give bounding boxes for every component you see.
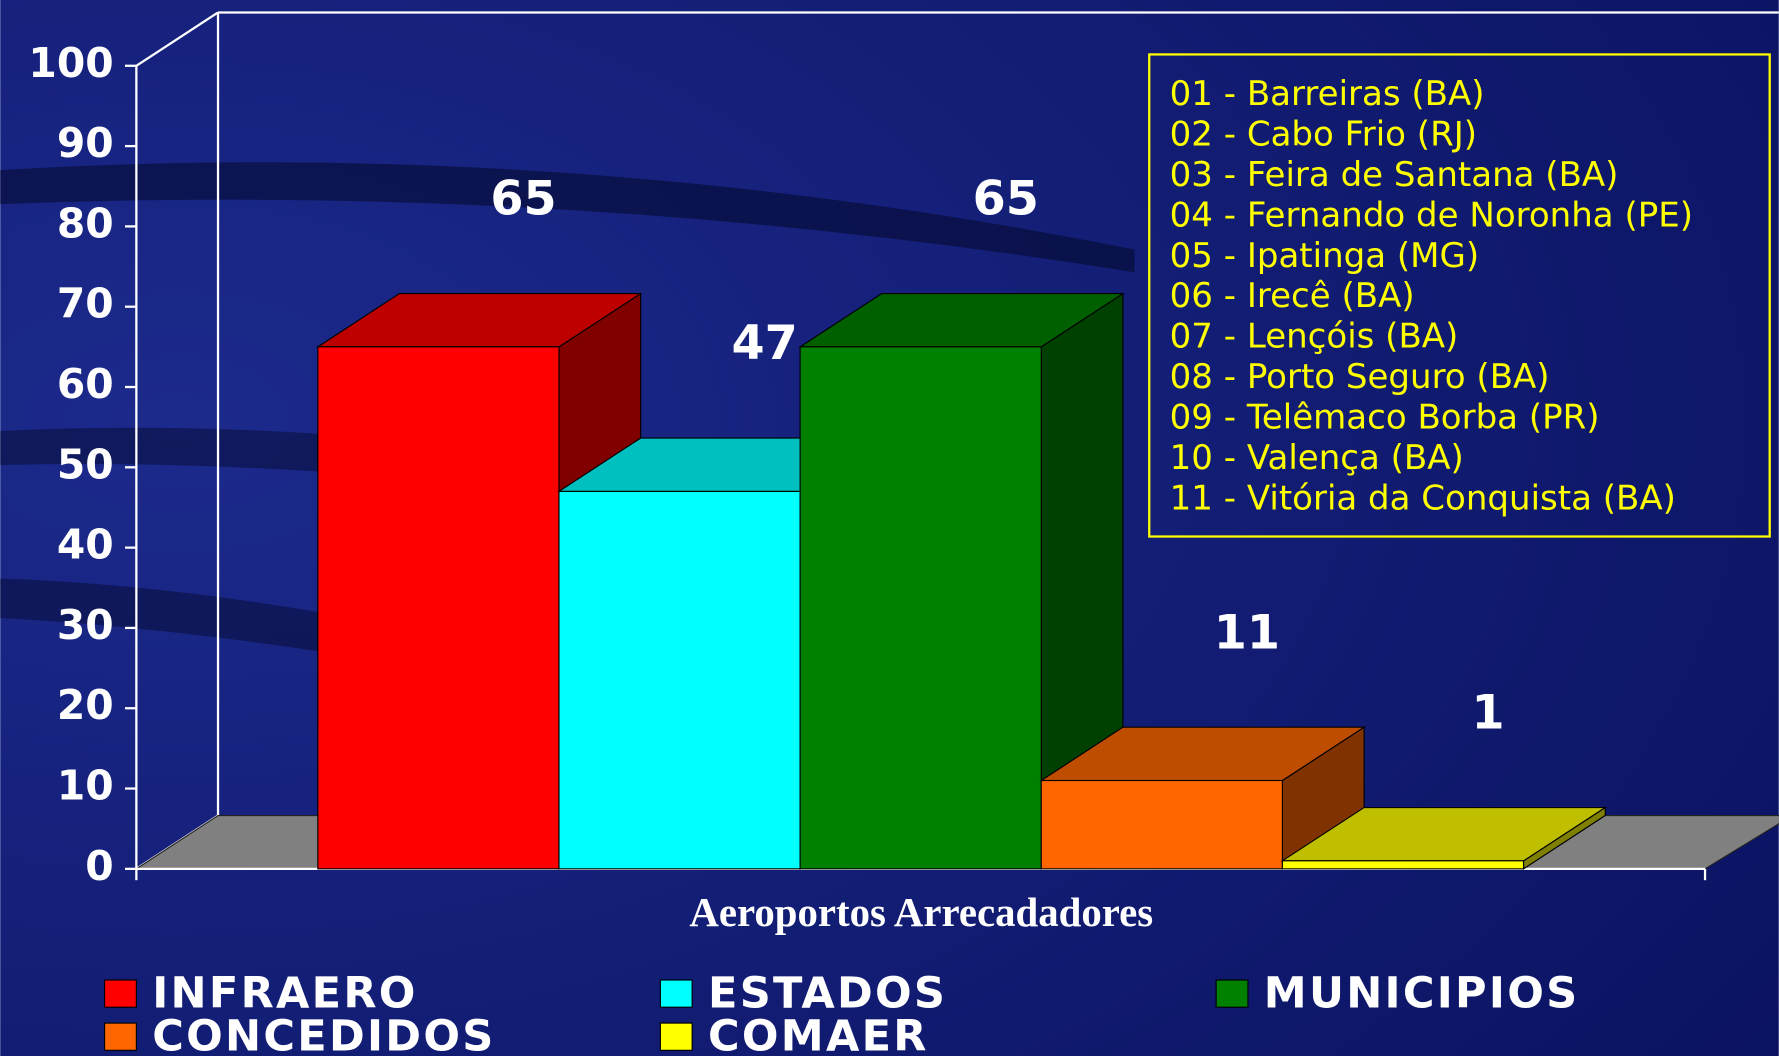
back-wall (216, 11, 1779, 816)
legend-label: ESTADOS (708, 968, 947, 1018)
bar (799, 346, 1042, 870)
annotation-line: 03 - Feira de Santana (BA) (1170, 155, 1619, 195)
bar (558, 490, 801, 870)
legend-swatch (1215, 979, 1249, 1008)
annotation-line: 02 - Cabo Frio (RJ) (1170, 114, 1477, 154)
legend-label: CONCEDIDOS (152, 1011, 495, 1056)
y-tick-label: 60 (57, 360, 114, 408)
y-tick-label: 90 (57, 119, 114, 167)
decor (0, 427, 1022, 568)
y-tick-label: 100 (28, 39, 113, 87)
decor (0, 162, 1135, 273)
legend-label: INFRAERO (152, 968, 417, 1018)
value-label: 65 (973, 172, 1039, 227)
annotation-line: 09 - Telêmaco Borba (PR) (1170, 398, 1600, 438)
y-tick-label: 80 (57, 199, 114, 247)
y-tick-label: 50 (57, 440, 114, 488)
bar (1281, 860, 1525, 870)
y-tick-label: 20 (57, 681, 114, 729)
value-label: 1 (1471, 686, 1504, 741)
annotation-box (1148, 53, 1771, 538)
value-label: 11 (1214, 605, 1280, 660)
annotation-line: 11 - Vitória da Conquista (BA) (1170, 479, 1676, 519)
value-label: 65 (490, 172, 556, 227)
y-tick-label: 70 (57, 280, 114, 328)
legend-label: COMAER (708, 1011, 929, 1056)
annotation-line: 01 - Barreiras (BA) (1170, 74, 1485, 114)
value-label: 47 (731, 316, 797, 371)
annotation-line: 08 - Porto Seguro (BA) (1170, 357, 1550, 397)
y-tick-label: 30 (57, 601, 114, 649)
bar (317, 346, 560, 870)
bar (1040, 779, 1283, 870)
legend-swatch (659, 1022, 693, 1051)
legend-swatch (104, 1022, 137, 1051)
y-tick-label: 10 (57, 762, 114, 810)
y-tick-label: 0 (85, 842, 113, 890)
legend-label: MUNICIPIOS (1264, 968, 1580, 1018)
annotation-line: 10 - Valença (BA) (1170, 438, 1464, 478)
legend-swatch (104, 979, 137, 1008)
x-axis-label: Aeroportos Arrecadadores (689, 890, 1153, 935)
annotation-line: 04 - Fernando de Noronha (PE) (1170, 195, 1693, 235)
annotation-line: 07 - Lençóis (BA) (1170, 317, 1459, 357)
legend-swatch (659, 979, 693, 1008)
annotation-line: 06 - Irecê (BA) (1170, 276, 1415, 316)
y-tick-label: 40 (57, 521, 114, 569)
annotation-line: 05 - Ipatinga (MG) (1170, 236, 1480, 276)
